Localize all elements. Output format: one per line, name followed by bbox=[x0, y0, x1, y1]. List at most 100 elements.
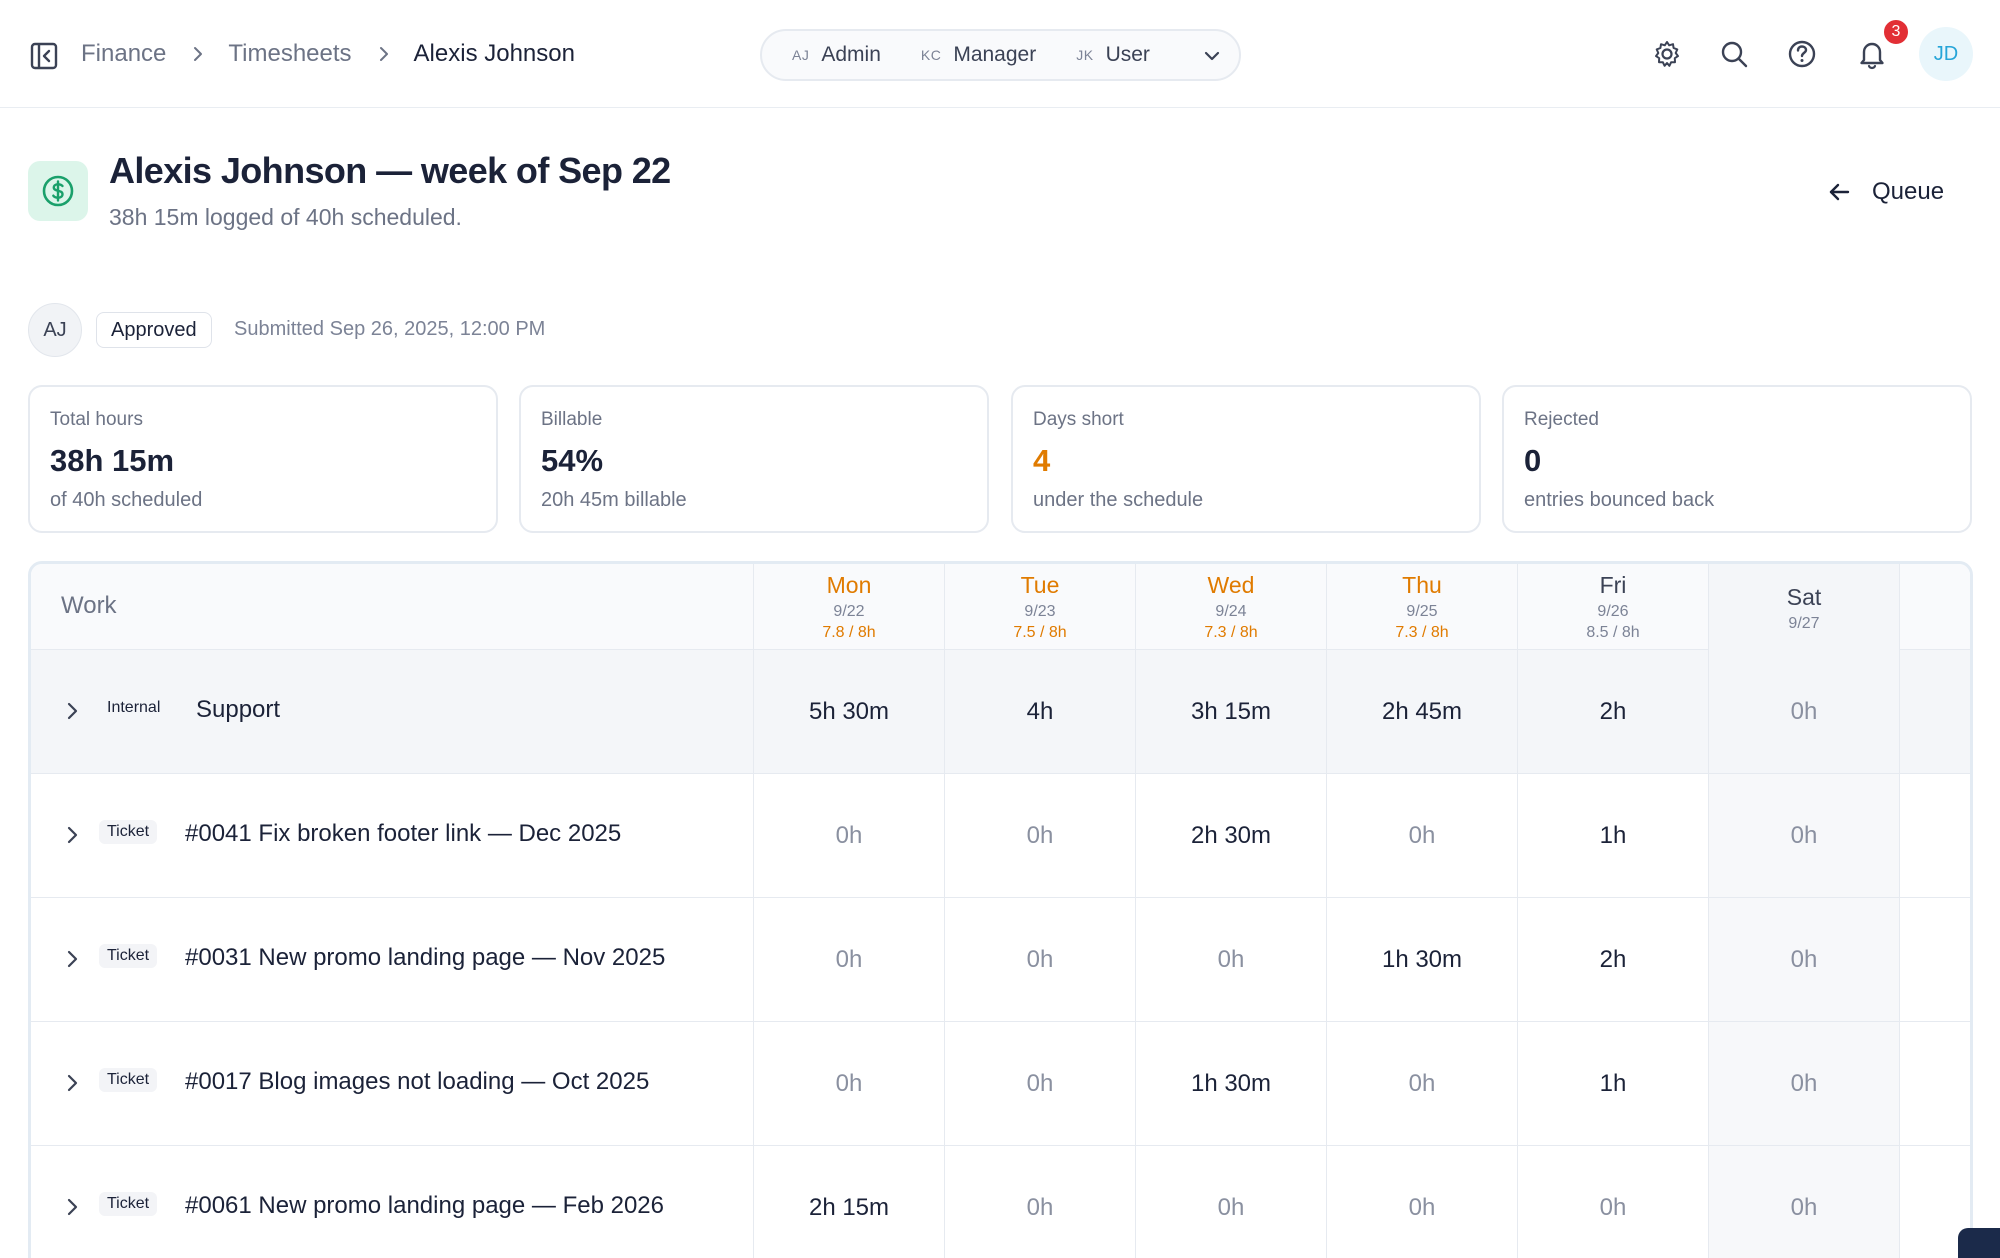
search-icon[interactable] bbox=[1718, 38, 1750, 70]
table-row[interactable]: Internal Support 5h 30m 4h 3h 15m 2h 45m 2h 0h bbox=[31, 650, 1970, 774]
day-date: 9/27 bbox=[1788, 615, 1820, 632]
hours-cell-overflow bbox=[1899, 898, 1970, 1021]
stat-note: entries bounced back bbox=[1524, 489, 1715, 511]
arrow-left-icon bbox=[1829, 183, 1850, 201]
bell-icon[interactable] bbox=[1856, 38, 1888, 70]
hours-cell[interactable]: 0h bbox=[1708, 898, 1899, 1021]
day-header-mon: Mon 9/22 7.8 / 8h bbox=[753, 564, 944, 650]
gear-icon[interactable] bbox=[1651, 38, 1683, 70]
work-item-title[interactable]: Support bbox=[196, 696, 281, 723]
hours-cell[interactable]: 0h bbox=[1326, 1022, 1517, 1145]
stat-label: Total hours bbox=[50, 409, 143, 430]
chevron-right-icon[interactable] bbox=[61, 1196, 83, 1218]
work-item-title[interactable]: #0017 Blog images not loading — Oct 2025 bbox=[185, 1068, 650, 1095]
day-name: Thu bbox=[1402, 572, 1442, 598]
table-row[interactable]: Ticket #0031 New promo landing page — Nov… bbox=[31, 898, 1970, 1022]
chevron-right-icon[interactable] bbox=[61, 700, 83, 722]
hours-cell[interactable]: 1h 30m bbox=[1326, 898, 1517, 1021]
hours-cell[interactable]: 0h bbox=[944, 774, 1135, 897]
day-header-tue: Tue 9/23 7.5 / 8h bbox=[944, 564, 1135, 650]
hours-cell[interactable]: 0h bbox=[1135, 1146, 1326, 1258]
hours-cell[interactable]: 0h bbox=[944, 1146, 1135, 1258]
role-user[interactable]: JK User bbox=[1076, 43, 1150, 67]
hours-cell[interactable]: 3h 15m bbox=[1135, 650, 1326, 773]
sidebar-toggle-icon[interactable] bbox=[30, 42, 58, 70]
table-row[interactable]: Ticket #0061 New promo landing page — Feb… bbox=[31, 1146, 1970, 1258]
breadcrumb-finance[interactable]: Finance bbox=[81, 40, 167, 67]
table-header: Work Mon 9/22 7.8 / 8h Tue 9/23 7.5 / 8h… bbox=[31, 564, 1970, 650]
hours-cell[interactable]: 2h 45m bbox=[1326, 650, 1517, 773]
work-column-header: Work bbox=[61, 592, 117, 619]
hours-cell[interactable]: 2h 30m bbox=[1135, 774, 1326, 897]
help-icon[interactable] bbox=[1786, 38, 1818, 70]
work-type-tag: Ticket bbox=[99, 820, 158, 844]
back-label: Queue bbox=[1872, 178, 1945, 205]
hours-cell[interactable]: 0h bbox=[1708, 1146, 1899, 1258]
stat-value: 4 bbox=[1033, 443, 1051, 478]
hours-cell[interactable]: 0h bbox=[1326, 774, 1517, 897]
chevron-right-icon[interactable] bbox=[61, 824, 83, 846]
user-avatar[interactable]: JD bbox=[1919, 27, 1973, 81]
role-label: User bbox=[1105, 43, 1150, 66]
hours-cell[interactable]: 0h bbox=[1517, 1146, 1708, 1258]
hours-cell[interactable]: 2h 15m bbox=[753, 1146, 944, 1258]
role-switcher[interactable]: AJ Admin KC Manager JK User bbox=[760, 29, 1241, 81]
stat-card-billable: Billable 54% 20h 45m billable bbox=[519, 385, 989, 533]
chevron-right-icon[interactable] bbox=[61, 1072, 83, 1094]
hours-cell[interactable]: 1h 30m bbox=[1135, 1022, 1326, 1145]
stat-value: 0 bbox=[1524, 443, 1542, 478]
hours-cell[interactable]: 0h bbox=[1708, 774, 1899, 897]
day-name: Sat bbox=[1786, 584, 1822, 610]
breadcrumb-timesheets[interactable]: Timesheets bbox=[228, 40, 352, 67]
work-item-title[interactable]: #0061 New promo landing page — Feb 2026 bbox=[185, 1192, 664, 1219]
day-name: Wed bbox=[1207, 572, 1255, 598]
hours-cell[interactable]: 0h bbox=[1708, 650, 1899, 773]
stat-label: Billable bbox=[541, 409, 603, 430]
chevron-right-icon bbox=[376, 46, 392, 62]
top-bar: Finance Timesheets Alexis Johnson AJ Adm… bbox=[0, 0, 2000, 108]
day-header-overflow bbox=[1899, 564, 1970, 650]
hours-cell[interactable]: 0h bbox=[1326, 1146, 1517, 1258]
work-item-title[interactable]: #0041 Fix broken footer link — Dec 2025 bbox=[185, 820, 622, 847]
role-initials: AJ bbox=[792, 47, 810, 63]
role-label: Manager bbox=[953, 43, 1037, 66]
stat-card-rejected: Rejected 0 entries bounced back bbox=[1502, 385, 1972, 533]
hours-cell[interactable]: 0h bbox=[753, 1022, 944, 1145]
work-type-tag: Ticket bbox=[99, 1068, 158, 1092]
chevron-down-icon[interactable] bbox=[1201, 45, 1223, 67]
role-initials: JK bbox=[1076, 47, 1094, 63]
hours-cell[interactable]: 1h bbox=[1517, 774, 1708, 897]
day-hours: 7.3 / 8h bbox=[1204, 624, 1258, 641]
stat-note: 20h 45m billable bbox=[541, 489, 687, 511]
hours-cell[interactable]: 0h bbox=[753, 898, 944, 1021]
day-header-fri: Fri 9/26 8.5 / 8h bbox=[1517, 564, 1708, 650]
back-to-queue-button[interactable]: Queue bbox=[1828, 174, 1944, 210]
role-admin[interactable]: AJ Admin bbox=[792, 43, 881, 67]
page-title: Alexis Johnson — week of Sep 22 bbox=[109, 150, 671, 191]
hours-cell-overflow bbox=[1899, 650, 1970, 773]
assistant-launcher-button[interactable] bbox=[1958, 1228, 2000, 1258]
day-date: 9/23 bbox=[1024, 603, 1056, 620]
hours-cell[interactable]: 0h bbox=[753, 774, 944, 897]
hours-cell[interactable]: 2h bbox=[1517, 650, 1708, 773]
hours-cell[interactable]: 0h bbox=[944, 898, 1135, 1021]
work-type-tag: Ticket bbox=[99, 1192, 158, 1216]
work-item-title[interactable]: #0031 New promo landing page — Nov 2025 bbox=[185, 944, 666, 971]
role-initials: KC bbox=[920, 47, 942, 63]
table-row[interactable]: Ticket #0017 Blog images not loading — Oc… bbox=[31, 1022, 1970, 1146]
hours-cell[interactable]: 0h bbox=[944, 1022, 1135, 1145]
stat-card-total-hours: Total hours 38h 15m of 40h scheduled bbox=[28, 385, 498, 533]
hours-cell[interactable]: 1h bbox=[1517, 1022, 1708, 1145]
hours-cell[interactable]: 4h bbox=[944, 650, 1135, 773]
role-manager[interactable]: KC Manager bbox=[921, 43, 1036, 67]
chevron-right-icon[interactable] bbox=[61, 948, 83, 970]
hours-cell[interactable]: 0h bbox=[1708, 1022, 1899, 1145]
breadcrumb-current: Alexis Johnson bbox=[413, 40, 575, 67]
hours-cell[interactable]: 2h bbox=[1517, 898, 1708, 1021]
timesheet-table: Work Mon 9/22 7.8 / 8h Tue 9/23 7.5 / 8h… bbox=[28, 561, 1973, 1258]
hours-cell[interactable]: 0h bbox=[1135, 898, 1326, 1021]
day-hours: 7.3 / 8h bbox=[1395, 624, 1449, 641]
stat-note: of 40h scheduled bbox=[50, 489, 203, 511]
hours-cell[interactable]: 5h 30m bbox=[753, 650, 944, 773]
table-row[interactable]: Ticket #0041 Fix broken footer link — Dec… bbox=[31, 774, 1970, 898]
